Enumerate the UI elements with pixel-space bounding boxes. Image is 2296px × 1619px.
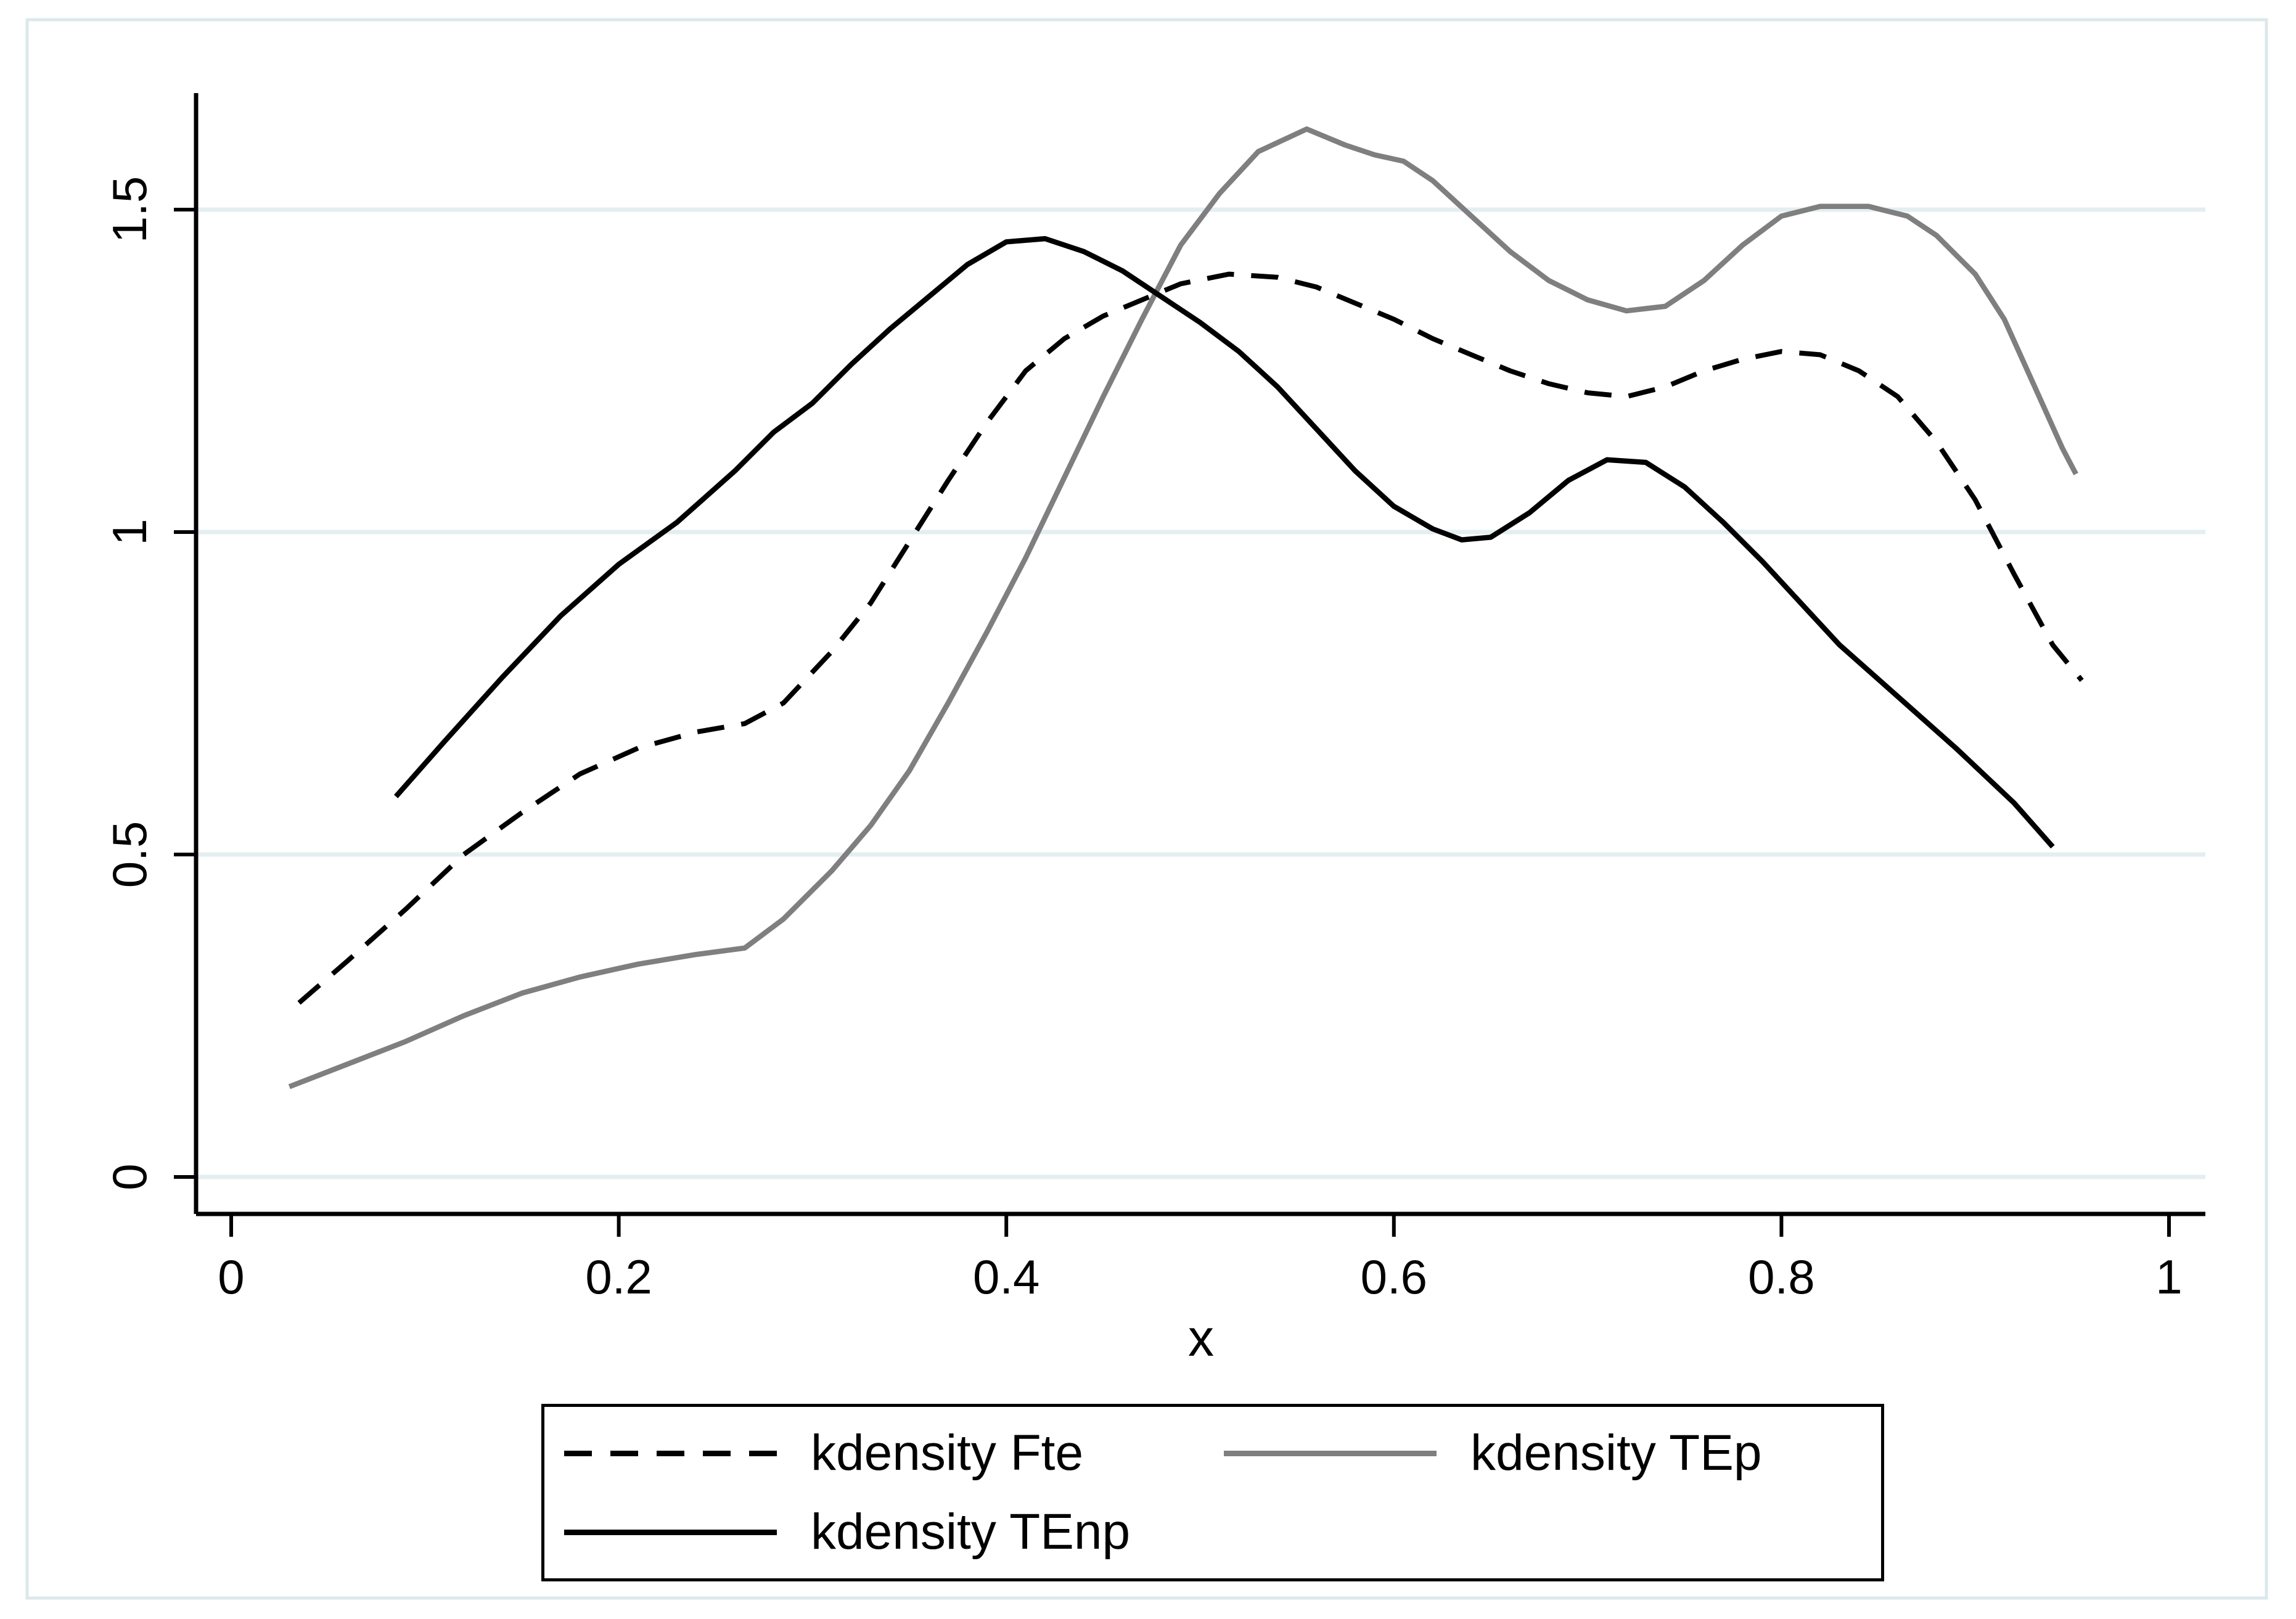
legend-item-tep: kdensity TEp xyxy=(1204,1428,1864,1478)
x-tick-label: 0.2 xyxy=(585,1250,652,1304)
legend-box: kdensity Fte kdensity TEp kdensity TEnp xyxy=(541,1404,1884,1581)
axes xyxy=(174,93,2205,1237)
x-tick-label: 0.4 xyxy=(972,1250,1040,1304)
dashed-line-key-icon xyxy=(564,1450,777,1456)
y-tick-label: 0.5 xyxy=(102,821,157,888)
density-curves xyxy=(288,126,2084,1089)
gridlines xyxy=(196,207,2205,1179)
figure-border xyxy=(25,18,2268,1600)
legend-item-tenp: kdensity TEnp xyxy=(544,1507,1204,1557)
legend-label: kdensity Fte xyxy=(811,1425,1084,1481)
legend-label: kdensity TEnp xyxy=(811,1504,1131,1560)
gray-line-key-icon xyxy=(1224,1450,1437,1456)
y-tick-label: 1.5 xyxy=(102,176,157,244)
legend-item-fte: kdensity Fte xyxy=(544,1428,1204,1478)
y-tick-label: 0 xyxy=(102,1163,157,1191)
curve-kdensity-fte xyxy=(297,271,2084,1005)
x-tick-label: 0.8 xyxy=(1748,1250,1815,1304)
x-tick-label: 1 xyxy=(2155,1250,2183,1304)
legend-row: kdensity TEnp xyxy=(544,1493,1881,1572)
legend-row: kdensity Fte kdensity TEp xyxy=(544,1414,1881,1493)
x-tick-label: 0.6 xyxy=(1360,1250,1428,1304)
curve-kdensity-tep xyxy=(288,126,2078,1089)
x-axis-title: x xyxy=(1188,1309,1214,1367)
curve-kdensity-tenp xyxy=(394,236,2055,849)
y-tick-label: 1 xyxy=(102,518,157,546)
legend-label: kdensity TEp xyxy=(1470,1425,1762,1481)
black-line-key-icon xyxy=(564,1529,777,1535)
x-tick-label: 0 xyxy=(218,1250,245,1304)
